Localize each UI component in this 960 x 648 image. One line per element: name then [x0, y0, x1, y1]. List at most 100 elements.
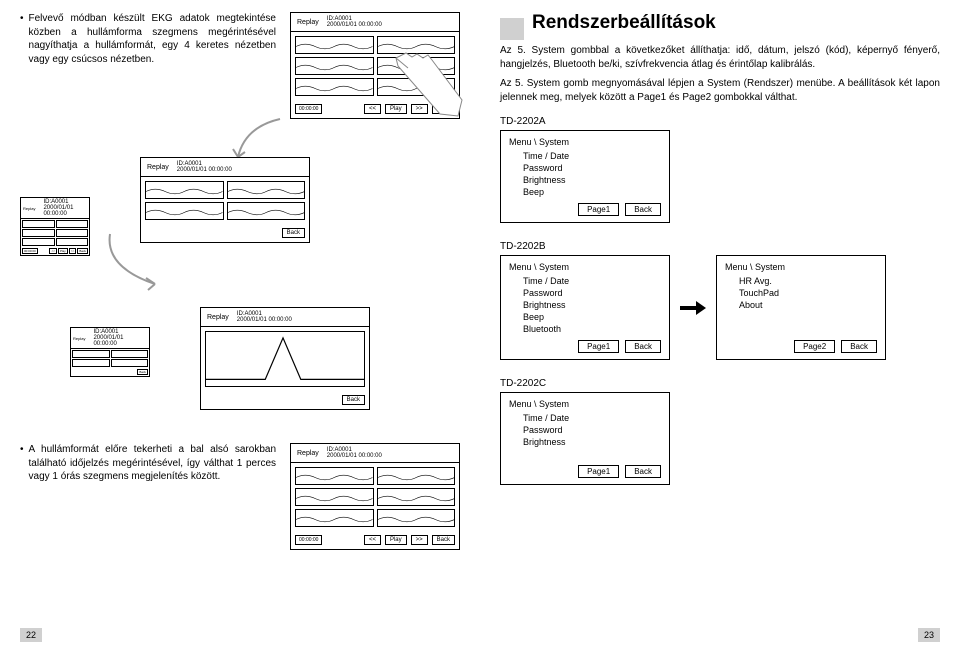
wave-cell: [295, 509, 374, 527]
replay-label: Replay: [297, 19, 319, 26]
wave-cell: [145, 202, 224, 220]
menu-item[interactable]: HR Avg.: [739, 276, 877, 286]
wave-cell: [377, 509, 456, 527]
replay-screen-peak: Replay ID:A00012000/01/01 00:00:00 Back: [200, 307, 370, 410]
replay-header: Replay ID:A00012000/01/01 00:00:00: [141, 158, 309, 177]
menu-item[interactable]: Beep: [523, 312, 661, 322]
menu-list-b2: HR Avg. TouchPad About: [725, 276, 877, 334]
page-number-right: 23: [918, 628, 940, 642]
right-page: Rendszerbeállítások Az 5. System gombbal…: [480, 0, 960, 648]
bullet-2-wrap: A hullámformát előre tekerheti a bal als…: [20, 443, 276, 490]
para-1: Az 5. System gombbal a következőket állí…: [500, 44, 940, 71]
menu-title: Menu \ System: [725, 262, 877, 272]
replay-header: Replay ID:A00012000/01/01 00:00:00: [201, 308, 369, 327]
menu-footer: Page1 Back: [509, 465, 661, 478]
wave-cell: [295, 467, 374, 485]
time-indicator[interactable]: 00:00:00: [295, 535, 322, 545]
bullet-1-wrap: Felvevő módban készült EKG adatok megtek…: [20, 12, 276, 72]
menu-list-b1: Time / Date Password Brightness Beep Blu…: [509, 276, 661, 334]
bottom-row: A hullámformát előre tekerheti a bal als…: [20, 443, 460, 550]
menu-footer: Page1 Back: [509, 203, 661, 216]
menu-item[interactable]: Time / Date: [523, 151, 661, 161]
menu-item[interactable]: Brightness: [523, 437, 661, 447]
menu-title: Menu \ System: [509, 399, 661, 409]
menu-item[interactable]: Password: [523, 288, 661, 298]
next-button[interactable]: >>: [411, 535, 428, 545]
replay-screen-4wave: Replay ID:A00012000/01/01 00:00:00 Back: [140, 157, 310, 243]
top-row: Felvevő módban készült EKG adatok megtek…: [20, 12, 460, 119]
page1-button[interactable]: Page1: [578, 203, 619, 216]
arrow-right-icon: [680, 301, 706, 315]
model-c-label: TD-2202C: [500, 378, 940, 389]
replay-screen-top-wrap: Replay ID:A00012000/01/01 00:00:00 00:00…: [290, 12, 460, 119]
back-button[interactable]: Back: [625, 203, 661, 216]
menu-item[interactable]: Beep: [523, 187, 661, 197]
menu-item[interactable]: Brightness: [523, 300, 661, 310]
replay-id: ID:A00012000/01/01 00:00:00: [237, 311, 292, 323]
page2-button[interactable]: Page2: [794, 340, 835, 353]
back-button[interactable]: Back: [625, 340, 661, 353]
replay-label: Replay: [147, 164, 169, 171]
replay-screen-6wave-bottom: Replay ID:A00012000/01/01 00:00:00 00:00…: [290, 443, 460, 550]
menu-item[interactable]: Bluetooth: [523, 324, 661, 334]
menu-item[interactable]: Password: [523, 425, 661, 435]
back-button[interactable]: Back: [841, 340, 877, 353]
tiny-replay-screen: ReplayID:A00012000/01/01 00:00:00 00:00:…: [20, 197, 90, 256]
replay-label: Replay: [207, 314, 229, 321]
menu-item[interactable]: Password: [523, 163, 661, 173]
menu-item[interactable]: About: [739, 300, 877, 310]
replay-id: ID:A00012000/01/01 00:00:00: [327, 447, 382, 459]
wave-cell: [227, 202, 306, 220]
page-title: Rendszerbeállítások: [532, 12, 716, 34]
menu-b2: Menu \ System HR Avg. TouchPad About Pag…: [716, 255, 886, 360]
wave-cell: [295, 488, 374, 506]
menu-item[interactable]: Time / Date: [523, 276, 661, 286]
single-wave: [205, 331, 365, 387]
menu-item[interactable]: Brightness: [523, 175, 661, 185]
menu-item[interactable]: Time / Date: [523, 413, 661, 423]
model-a-label: TD-2202A: [500, 116, 940, 127]
menu-footer: Page1 Back: [509, 340, 661, 353]
wave-cell: [377, 488, 456, 506]
tiny-replay-4wave: ReplayID:A00012000/01/01 00:00:00 Back: [70, 327, 150, 377]
replay-id: ID:A00012000/01/01 00:00:00: [177, 161, 232, 173]
menu-a: Menu \ System Time / Date Password Brigh…: [500, 130, 670, 223]
wave-cell: [377, 467, 456, 485]
back-button[interactable]: Back: [282, 228, 305, 238]
menu-list-a: Time / Date Password Brightness Beep: [509, 151, 661, 197]
menu-footer: Page2 Back: [725, 340, 877, 353]
replay-header: Replay ID:A00012000/01/01 00:00:00: [291, 13, 459, 32]
model-b-label: TD-2202B: [500, 241, 940, 252]
prev-button[interactable]: <<: [364, 104, 381, 114]
menu-b1: Menu \ System Time / Date Password Brigh…: [500, 255, 670, 360]
back-button[interactable]: Back: [432, 535, 455, 545]
wave-cell: [295, 57, 374, 75]
back-button[interactable]: Back: [342, 395, 365, 405]
replay-header: Replay ID:A00012000/01/01 00:00:00: [291, 444, 459, 463]
wave-grid-4: [141, 177, 309, 224]
menu-title: Menu \ System: [509, 137, 661, 147]
replay-id: ID:A00012000/01/01 00:00:00: [327, 16, 382, 28]
time-indicator[interactable]: 00:00:00: [295, 104, 322, 114]
hand-pointer-icon: [390, 50, 470, 120]
wave-cell: [227, 181, 306, 199]
page1-button[interactable]: Page1: [578, 465, 619, 478]
wave-cell: [295, 36, 374, 54]
back-button[interactable]: Back: [625, 465, 661, 478]
menu-item[interactable]: TouchPad: [739, 288, 877, 298]
bullet-2: A hullámformát előre tekerheti a bal als…: [20, 443, 276, 484]
replay-label: Replay: [297, 450, 319, 457]
menu-b-row: Menu \ System Time / Date Password Brigh…: [500, 255, 940, 360]
page-number-left: 22: [20, 628, 42, 642]
mid-region: ReplayID:A00012000/01/01 00:00:00 00:00:…: [20, 137, 460, 307]
title-icon: [500, 18, 524, 40]
curved-arrow-icon: [100, 232, 170, 292]
replay-footer: 00:00:00 << Play >> Back: [291, 531, 459, 549]
lower-mid-region: ReplayID:A00012000/01/01 00:00:00 Back R…: [20, 307, 460, 427]
menu-c: Menu \ System Time / Date Password Brigh…: [500, 392, 670, 485]
page1-button[interactable]: Page1: [578, 340, 619, 353]
play-button[interactable]: Play: [385, 535, 407, 545]
menu-list-c: Time / Date Password Brightness: [509, 413, 661, 459]
wave-grid: [291, 463, 459, 531]
prev-button[interactable]: <<: [364, 535, 381, 545]
